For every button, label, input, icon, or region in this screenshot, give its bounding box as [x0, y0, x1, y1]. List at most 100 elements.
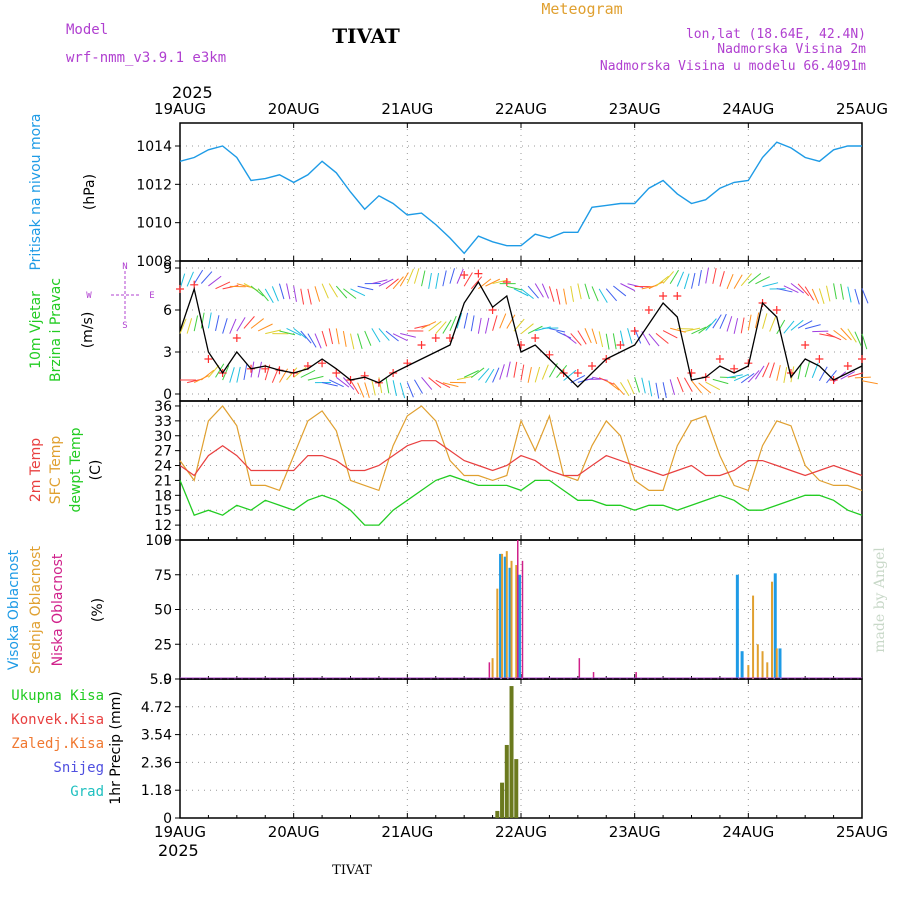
wind-arrow [698, 382, 712, 394]
wind-arrow [463, 370, 479, 378]
wind-arrow [406, 382, 414, 398]
cloud-bar-1 [761, 651, 764, 679]
wind-arrow [719, 313, 727, 329]
wind-gust-marker [858, 355, 866, 363]
wind-arrow [762, 282, 779, 288]
wind-arrow [257, 361, 263, 378]
wind-arrow [492, 367, 500, 383]
wind-arrow [705, 318, 717, 331]
wind-arrow [535, 326, 551, 332]
precip-legend-item: Zaledj.Kisa [11, 736, 104, 752]
y-tick-label: 12 [154, 518, 172, 534]
wind-gust-marker [801, 341, 810, 349]
wind-arrow [577, 330, 587, 345]
wind-arrow [812, 330, 829, 333]
wind-arrow [854, 376, 871, 379]
wind-arrow [449, 268, 456, 284]
cloud-bar-1 [496, 588, 499, 679]
wind-gust-marker [474, 269, 483, 278]
wind-arrow [648, 380, 653, 397]
time-label-top: 22AUG [495, 100, 547, 118]
wind-arrow [527, 285, 539, 299]
wind-arrow [712, 378, 729, 385]
pressure-line [179, 141, 862, 255]
wind-arrow [399, 382, 406, 399]
time-label-top: 20AUG [268, 100, 320, 118]
wind-arrow [620, 283, 636, 292]
cloud-bar-2 [488, 662, 491, 679]
y-tick-label: 9 [163, 261, 172, 277]
wind-arrow [648, 333, 660, 347]
wind-arrow [357, 285, 374, 291]
panel-frame-pressure [179, 122, 863, 262]
wind-arrow [833, 283, 837, 300]
wind-arrow [421, 376, 433, 390]
wind-gust-marker [630, 327, 639, 335]
wind-arrow [712, 268, 717, 284]
precip-bar [504, 744, 509, 818]
wind-speed-line [179, 280, 863, 388]
wind-arrow [485, 278, 501, 287]
wind-arrow [698, 323, 712, 334]
wind-arrow [243, 316, 255, 329]
wind-arrow [484, 317, 490, 334]
wind-gust-marker [517, 341, 525, 349]
wind-arrow [634, 377, 640, 393]
wind-arrow [371, 328, 381, 343]
wind-arrow [222, 318, 228, 334]
wind-arrow [442, 319, 452, 334]
y-tick-label: 3 [163, 345, 172, 361]
wind-arrow [549, 328, 566, 333]
wind-gust-marker [417, 341, 426, 349]
wind-arrow [847, 372, 864, 378]
y-tick-label: 9 [163, 533, 172, 549]
wind-arrow [783, 285, 799, 293]
time-label-bottom: 23AUG [609, 823, 661, 841]
cloud-bar-0 [508, 567, 512, 679]
cloud-bar-1 [515, 565, 518, 679]
wind-arrow [470, 367, 485, 378]
time-label-bottom: 22AUG [495, 823, 547, 841]
cloud-bar-2 [517, 540, 519, 679]
wind-arrow [726, 316, 733, 332]
wind-gust-marker [318, 359, 327, 368]
wind-arrow [619, 330, 625, 347]
wind-arrow [293, 328, 307, 339]
wind-arrow [712, 314, 722, 329]
wind-arrow [804, 286, 815, 301]
wind-arrow [691, 380, 702, 394]
wind-arrow [527, 325, 543, 334]
wind-gust-marker [687, 369, 696, 377]
wind-arrow [733, 318, 739, 334]
wind-gust-marker [232, 334, 241, 342]
wind-arrow [790, 319, 804, 331]
wind-arrow [755, 365, 765, 380]
cloud-bar-1 [766, 662, 769, 679]
wind-arrow [748, 272, 762, 284]
wind-arrow [577, 283, 582, 300]
wind-arrow [726, 374, 743, 379]
wind-arrow [293, 366, 307, 378]
cloud-label-low: Niska Oblacnost [50, 553, 66, 666]
wind-arrow [442, 382, 459, 388]
wind-arrow [286, 367, 298, 381]
wind-arrow [776, 288, 793, 293]
y-tick-label: 21 [154, 473, 172, 489]
y-tick-label: 25 [154, 637, 172, 653]
precip-bar [495, 810, 500, 818]
wind-arrow [392, 380, 397, 397]
wind-arrow [563, 333, 577, 344]
wind-gust-marker [730, 364, 739, 373]
precip-legend-item: Ukupna Kisa [11, 688, 104, 704]
wind-arrow [406, 268, 414, 284]
wind-arrow [563, 369, 577, 381]
wind-arrow [762, 362, 770, 378]
wind-arrow [591, 286, 599, 302]
wind-arrow [208, 364, 220, 378]
wind-arrow [755, 276, 770, 285]
y-tick-label: 1012 [136, 177, 172, 193]
wind-arrow [534, 366, 541, 383]
wind-arrow [740, 273, 752, 287]
wind-arrow [435, 321, 447, 335]
wind-arrow [804, 361, 810, 378]
